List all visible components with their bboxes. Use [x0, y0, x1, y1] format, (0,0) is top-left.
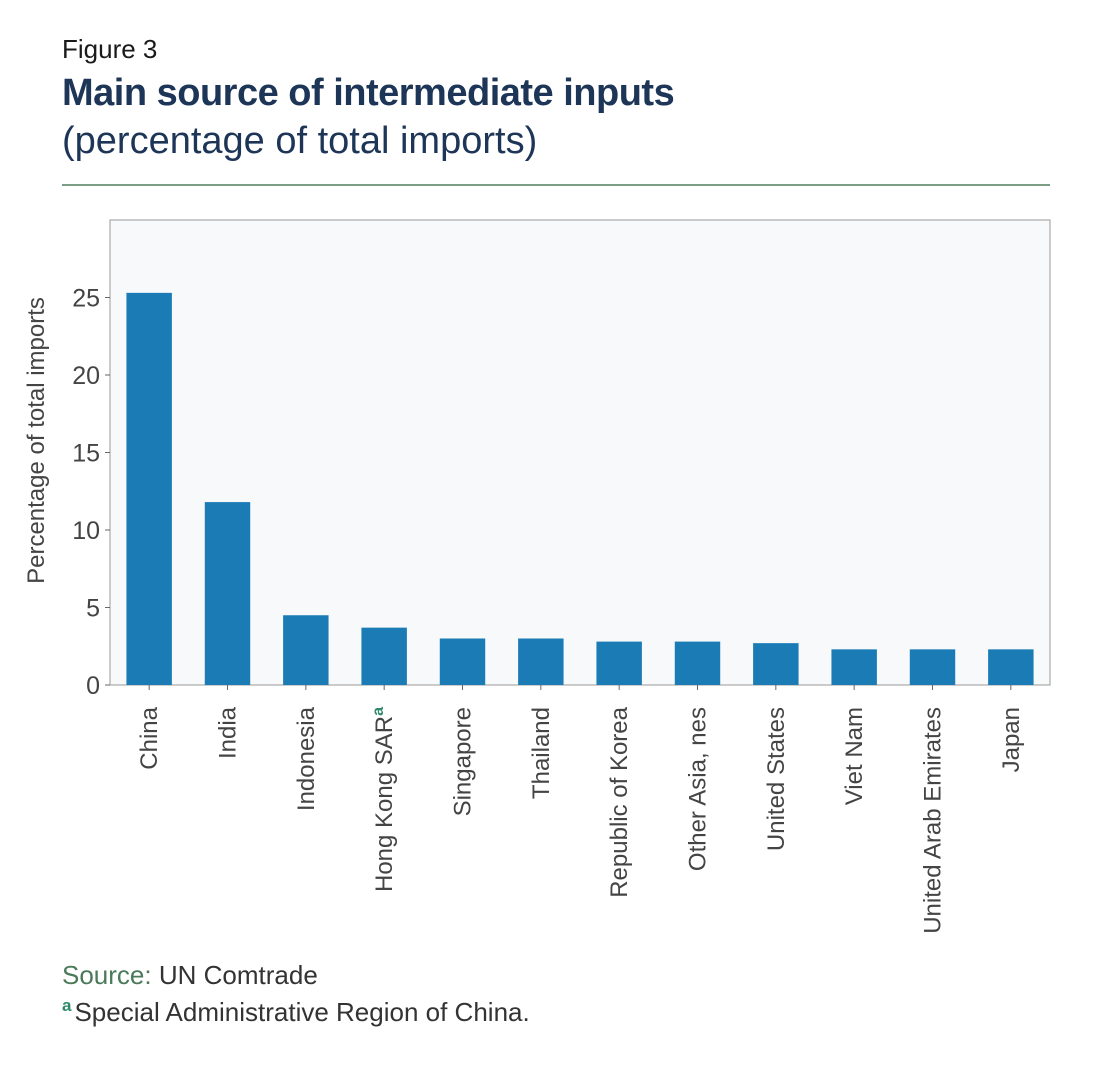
y-axis-title: Percentage of total imports: [23, 297, 50, 584]
footnote: a Special Administrative Region of China.: [62, 996, 530, 1028]
x-tick-label: Viet Nam: [841, 707, 868, 805]
x-tick-label: Other Asia, nes: [685, 707, 712, 871]
x-tick-label: United States: [763, 707, 790, 851]
y-tick-label: 15: [72, 440, 100, 468]
bar: [204, 502, 251, 685]
superscript-marker: a: [370, 707, 387, 716]
bar: [126, 292, 172, 685]
title-divider: [62, 184, 1050, 186]
y-tick-label: 10: [72, 517, 100, 545]
figure-label: Figure 3: [62, 34, 158, 64]
bar: [283, 615, 329, 685]
x-tick-label: Japan: [998, 707, 1025, 772]
x-tick-label: China: [136, 706, 163, 769]
y-tick-label: 0: [86, 672, 100, 700]
bar: [909, 649, 956, 685]
source-note: Source: UN Comtrade: [62, 960, 318, 991]
x-tick-label: United Arab Emirates: [920, 707, 947, 934]
chart-subtitle: (percentage of total imports): [62, 120, 538, 162]
x-tick-label: Singapore: [450, 707, 477, 816]
bar: [439, 638, 486, 685]
chart-title: Main source of intermediate inputs: [62, 72, 675, 114]
bar: [674, 641, 721, 685]
footnote-text: Special Administrative Region of China.: [74, 997, 530, 1027]
y-tick-label: 5: [86, 595, 100, 623]
bar: [596, 641, 642, 685]
x-tick-label: Thailand: [528, 707, 555, 799]
bar: [361, 627, 407, 685]
x-tick-label: Indonesia: [293, 706, 320, 811]
y-tick-label: 25: [72, 285, 100, 313]
bar: [753, 643, 799, 685]
footnote-marker: a: [62, 996, 72, 1015]
bar: [831, 649, 877, 685]
bar: [518, 638, 564, 685]
source-label: Source:: [62, 960, 152, 990]
x-tick-label: Republic of Korea: [606, 706, 633, 897]
x-tick-label: India: [215, 706, 242, 759]
plot-area: [109, 219, 1051, 686]
bar: [988, 649, 1034, 685]
y-tick-label: 20: [72, 362, 100, 390]
source-text: UN Comtrade: [158, 960, 318, 990]
x-tick-label: Hong Kong SARa: [370, 707, 398, 892]
